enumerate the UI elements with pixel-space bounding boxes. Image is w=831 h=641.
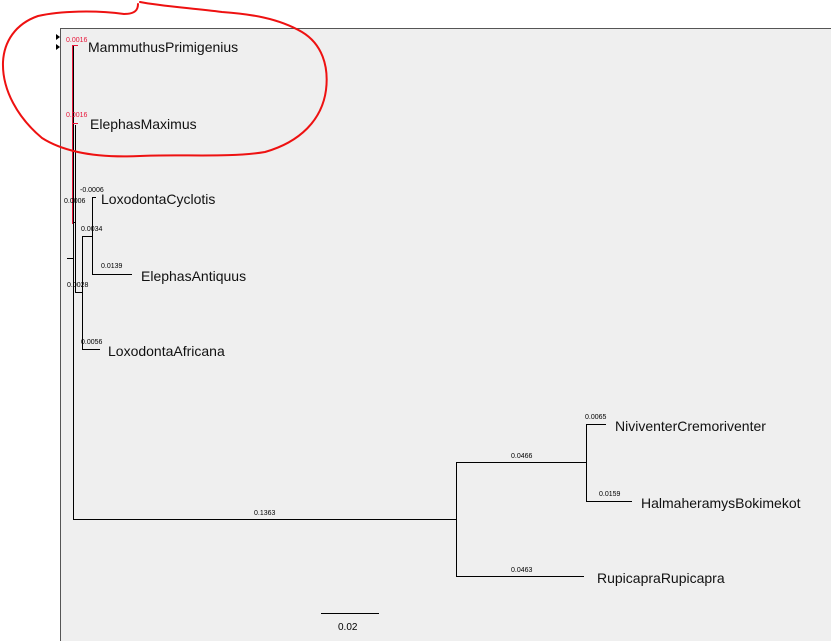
branch-length-niviventer: 0.0065 [585,414,607,421]
branch-length-outgroup-stem: 0.1363 [254,510,276,517]
taxon-label-rupicapra: RupicapraRupicapra [597,570,725,586]
branch-length-loxodonta-cyclotis: -0.0006 [80,187,104,194]
panel-arrow-icon-top[interactable] [56,34,60,40]
taxon-label-loxodonta-cyclotis: LoxodontaCyclotis [101,191,215,207]
branch-length-elephas-maximus: 0.0016 [66,112,88,119]
taxon-label-elephas-antiquus: ElephasAntiquus [141,268,246,284]
tree-panel [60,28,831,641]
panel-arrow-icon-mid[interactable] [56,44,60,50]
scale-bar-label: 0.02 [338,622,358,633]
branch-length-loxodonta-africana: 0.0056 [81,339,103,346]
scale-bar: 0.02 [321,613,379,633]
branch-length-loxodonta-node: 0.0028 [67,282,89,289]
taxon-label-mammuthus: MammuthusPrimigenius [88,39,238,55]
taxon-label-niviventer: NiviventerCremoriventer [615,418,766,434]
taxon-label-elephas-maximus: ElephasMaximus [90,116,197,132]
branch-length-labels: 0.0016 0.0016 -0.0006 0.0006 0.0034 0.01… [64,37,621,574]
taxon-label-halmaheramys: HalmaheramysBokimekot [641,495,801,511]
branch-length-muridae-stem: 0.0466 [511,453,533,460]
branch-length-halmaheramys: 0.0159 [599,491,621,498]
branch-length-mammuthus: 0.0016 [66,37,88,44]
branch-length-elephas-antiquus: 0.0139 [101,263,123,270]
taxon-label-loxodonta-africana: LoxodontaAfricana [108,343,225,359]
branch-length-elephantidae-node: 0.0006 [64,198,86,205]
taxon-labels: MammuthusPrimigenius ElephasMaximus Loxo… [88,39,801,586]
branch-length-cyclotis-antiquus-node: 0.0034 [81,226,103,233]
branch-length-rupicapra: 0.0463 [511,567,533,574]
highlighted-edges [72,45,78,224]
annotation-circle [1,1,328,158]
tree-edges [67,45,632,577]
